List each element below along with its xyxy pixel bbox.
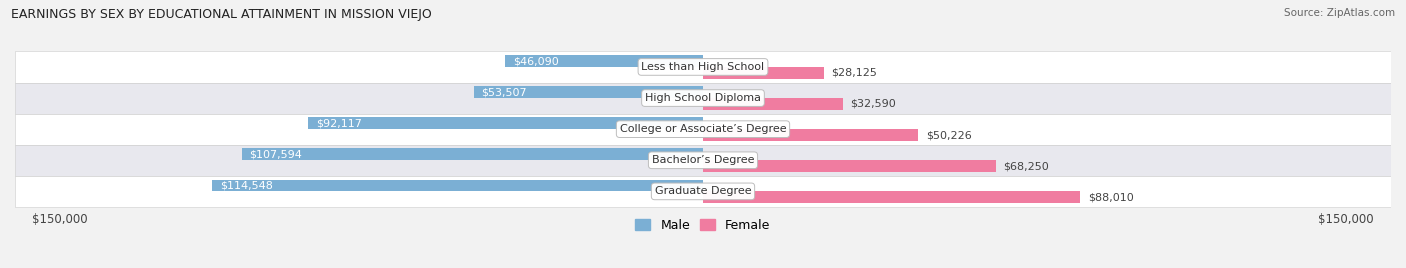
Bar: [703, 191, 1080, 203]
Text: $50,226: $50,226: [927, 130, 972, 140]
Bar: [15, 145, 1391, 176]
Bar: [703, 129, 918, 141]
Legend: Male, Female: Male, Female: [630, 214, 776, 237]
Text: EARNINGS BY SEX BY EDUCATIONAL ATTAINMENT IN MISSION VIEJO: EARNINGS BY SEX BY EDUCATIONAL ATTAINMEN…: [11, 8, 432, 21]
Bar: [15, 176, 1391, 207]
Text: $92,117: $92,117: [316, 118, 361, 128]
Text: $28,125: $28,125: [831, 68, 877, 78]
Text: Graduate Degree: Graduate Degree: [655, 186, 751, 196]
Bar: [703, 160, 995, 172]
Bar: [703, 98, 842, 110]
Bar: [15, 114, 1391, 145]
Text: College or Associate’s Degree: College or Associate’s Degree: [620, 124, 786, 134]
Text: Less than High School: Less than High School: [641, 62, 765, 72]
Text: $68,250: $68,250: [1004, 161, 1049, 171]
Text: $88,010: $88,010: [1088, 192, 1133, 202]
Bar: [308, 117, 703, 129]
Text: Bachelor’s Degree: Bachelor’s Degree: [652, 155, 754, 165]
Bar: [242, 148, 703, 160]
Text: Source: ZipAtlas.com: Source: ZipAtlas.com: [1284, 8, 1395, 18]
Text: $114,548: $114,548: [219, 180, 273, 191]
Bar: [703, 67, 824, 79]
Text: $46,090: $46,090: [513, 56, 560, 66]
Text: $32,590: $32,590: [851, 99, 896, 109]
Bar: [15, 83, 1391, 114]
Text: $107,594: $107,594: [249, 149, 302, 159]
Bar: [212, 180, 703, 191]
Text: High School Diploma: High School Diploma: [645, 93, 761, 103]
Bar: [474, 86, 703, 98]
Text: $53,507: $53,507: [481, 87, 527, 97]
Bar: [505, 55, 703, 67]
Bar: [15, 51, 1391, 83]
